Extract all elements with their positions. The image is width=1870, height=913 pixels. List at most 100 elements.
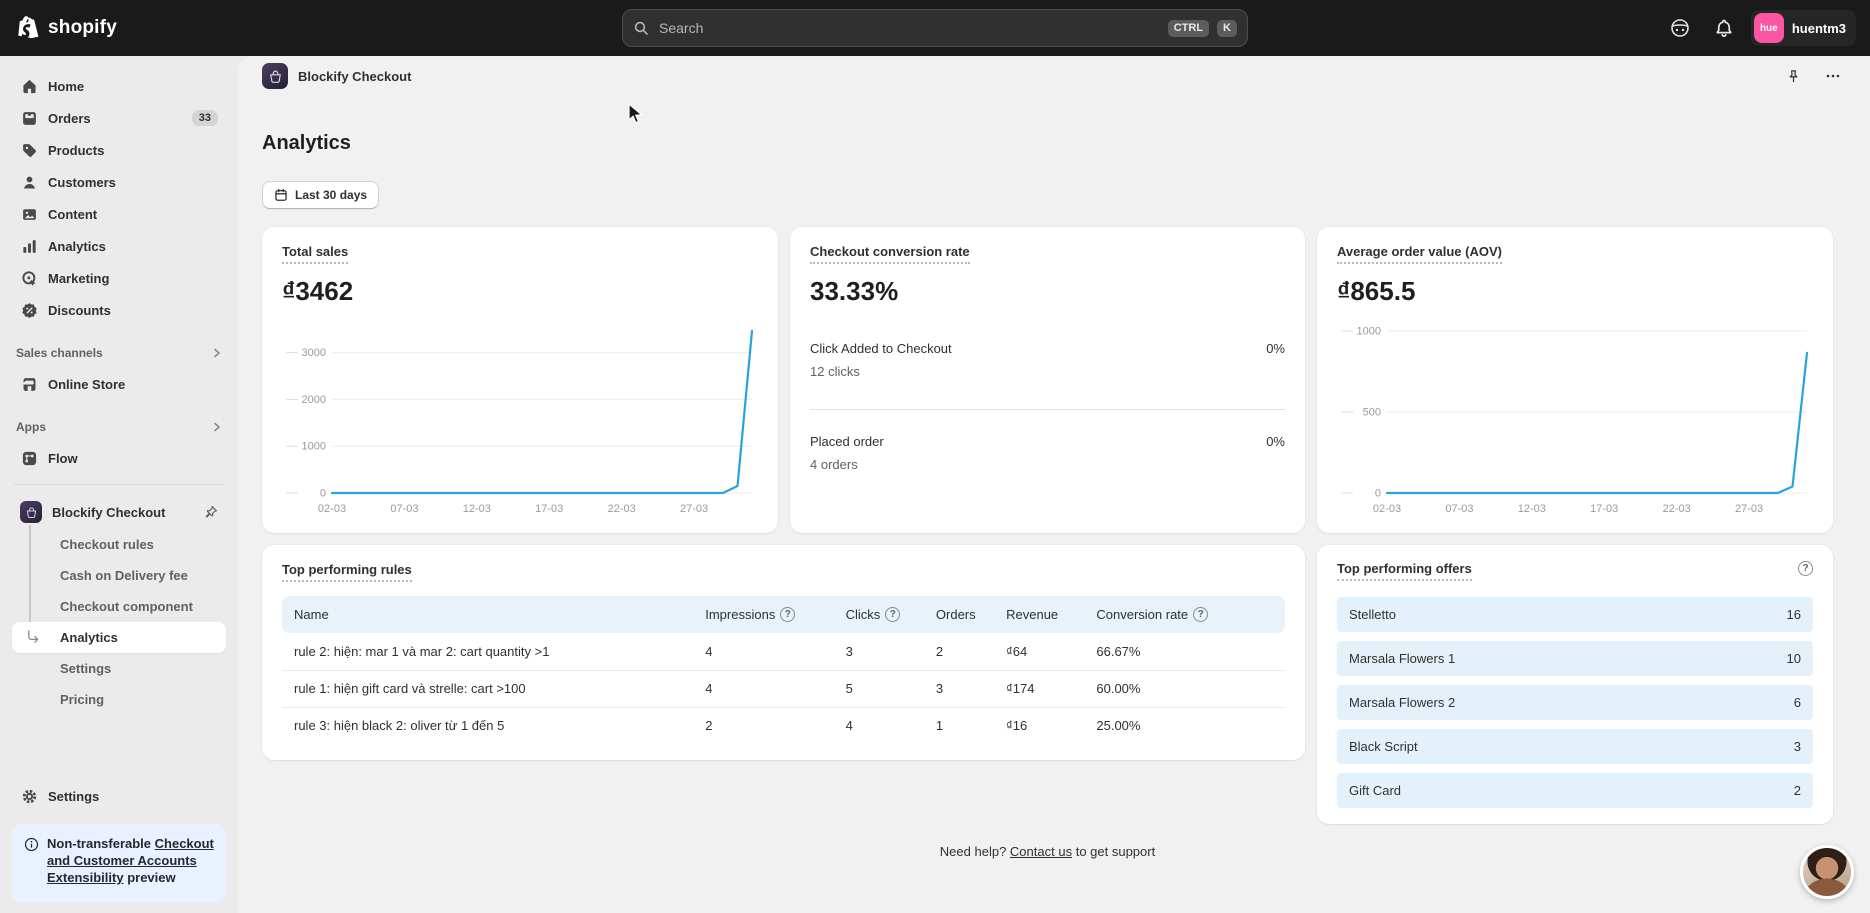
- list-item: Stelletto16: [1337, 597, 1813, 632]
- sidebar-item-orders[interactable]: Orders 33: [12, 102, 226, 134]
- conversion-rate-card: Checkout conversion rate 33.33% Click Ad…: [790, 227, 1305, 533]
- svg-text:0: 0: [1375, 488, 1381, 500]
- image-icon: [20, 205, 38, 223]
- sidebar-item-discounts[interactable]: Discounts: [12, 294, 226, 326]
- svg-text:02-03: 02-03: [1373, 503, 1401, 515]
- top-bar: shopify CTRL K: [0, 0, 1870, 56]
- sidebar-item-marketing[interactable]: Marketing: [12, 262, 226, 294]
- pin-icon[interactable]: [204, 505, 218, 519]
- aov-chart: 0500100002-0307-0312-0317-0322-0327-03: [1337, 321, 1813, 519]
- user-avatar-badge: hue: [1754, 13, 1784, 43]
- contact-us-link[interactable]: Contact us: [1010, 844, 1072, 859]
- sidebar-item-customers[interactable]: Customers: [12, 166, 226, 198]
- discount-badge-icon: [20, 301, 38, 319]
- conversion-rate-title: Checkout conversion rate: [810, 244, 970, 264]
- search-icon: [633, 20, 649, 36]
- tag-icon: [20, 141, 38, 159]
- offers-help-icon[interactable]: ?: [1798, 561, 1813, 576]
- target-icon: [20, 269, 38, 287]
- aov-value: ₫865.5: [1337, 276, 1813, 307]
- sidebar-item-checkout-component[interactable]: Checkout component: [12, 591, 226, 622]
- page-title: Analytics: [262, 132, 1833, 155]
- sidekick-icon: [1669, 17, 1691, 39]
- clicks-help-icon[interactable]: ?: [885, 607, 900, 622]
- search-input[interactable]: [657, 19, 1160, 37]
- sidebar-divider: [14, 484, 224, 485]
- step-percent: 0%: [1266, 341, 1285, 356]
- metrics-grid: Total sales ₫3462 010002000300002-0307-0…: [262, 227, 1833, 824]
- sidebar-item-app-pricing[interactable]: Pricing: [12, 684, 226, 715]
- bar-chart-icon: [20, 237, 38, 255]
- shopify-bag-icon: [18, 15, 42, 41]
- notice-text: Non-transferable: [47, 836, 155, 851]
- flow-icon: [20, 449, 38, 467]
- svg-text:500: 500: [1363, 407, 1381, 419]
- main-area: Blockify Checkout Analytics Last 30 days…: [238, 56, 1870, 913]
- conversion-help-icon[interactable]: ?: [1193, 607, 1208, 622]
- chevron-right-icon: [212, 422, 222, 432]
- sidebar-item-settings[interactable]: Settings: [12, 780, 226, 812]
- section-apps[interactable]: Apps: [12, 412, 226, 442]
- section-sales-channels[interactable]: Sales channels: [12, 338, 226, 368]
- funnel-step-placed-order: Placed order 0% 4 orders: [810, 409, 1285, 476]
- svg-text:07-03: 07-03: [1445, 503, 1473, 515]
- person-icon: [20, 173, 38, 191]
- app-title: Blockify Checkout: [298, 69, 1768, 84]
- aov-card: Average order value (AOV) ₫865.5 0500100…: [1317, 227, 1833, 533]
- svg-text:27-03: 27-03: [1735, 503, 1763, 515]
- orders-icon: [20, 109, 38, 127]
- sidebar-item-content[interactable]: Content: [12, 198, 226, 230]
- notice-suffix: preview: [124, 870, 176, 885]
- svg-text:17-03: 17-03: [535, 503, 563, 515]
- svg-text:0: 0: [320, 488, 326, 500]
- shopify-wordmark: shopify: [48, 17, 117, 39]
- sidebar-item-app-analytics[interactable]: Analytics: [12, 622, 226, 653]
- ellipsis-icon: [1825, 68, 1841, 84]
- svg-text:22-03: 22-03: [1663, 503, 1691, 515]
- date-range-button[interactable]: Last 30 days: [262, 181, 379, 209]
- shortcut-k-key: K: [1217, 20, 1237, 37]
- svg-text:22-03: 22-03: [608, 503, 636, 515]
- list-item: Marsala Flowers 110: [1337, 641, 1813, 676]
- sidebar-item-checkout-rules[interactable]: Checkout rules: [12, 529, 226, 560]
- elbow-arrow-icon: [26, 630, 41, 645]
- sidekick-button[interactable]: [1663, 11, 1697, 45]
- app-header: Blockify Checkout: [238, 56, 1870, 96]
- avatar[interactable]: [1800, 845, 1854, 899]
- shopify-logo[interactable]: shopify: [18, 15, 117, 41]
- user-menu[interactable]: hue huentm3: [1751, 10, 1856, 46]
- blockify-app-icon: [20, 501, 42, 523]
- orders-count-badge: 33: [192, 110, 218, 126]
- notifications-button[interactable]: [1707, 11, 1741, 45]
- sidebar-item-home[interactable]: Home: [12, 70, 226, 102]
- total-sales-value: ₫3462: [282, 276, 758, 307]
- sidebar-item-online-store[interactable]: Online Store: [12, 368, 226, 400]
- top-performing-rules-card: Top performing rules Name Impressions? C…: [262, 545, 1305, 760]
- top-performing-offers-card: Top performing offers ? Stelletto16 Mars…: [1317, 545, 1833, 824]
- list-item: Black Script3: [1337, 729, 1813, 764]
- svg-text:2000: 2000: [302, 394, 326, 406]
- sidebar-item-flow[interactable]: Flow: [12, 442, 226, 474]
- svg-text:3000: 3000: [302, 347, 326, 359]
- impressions-help-icon[interactable]: ?: [780, 607, 795, 622]
- extensibility-notice: Non-transferable Checkout and Customer A…: [12, 824, 226, 903]
- rules-table: Name Impressions? Clicks? Orders Revenue…: [282, 596, 1285, 744]
- global-search[interactable]: CTRL K: [622, 9, 1248, 47]
- sidebar-item-app-settings[interactable]: Settings: [12, 653, 226, 684]
- pin-icon: [1786, 69, 1801, 84]
- gear-icon: [20, 787, 38, 805]
- sidebar-item-analytics[interactable]: Analytics: [12, 230, 226, 262]
- svg-text:12-03: 12-03: [1518, 503, 1546, 515]
- table-row: rule 3: hiện black 2: oliver từ 1 đến 5 …: [282, 707, 1285, 744]
- sidebar-item-cash-on-delivery-fee[interactable]: Cash on Delivery fee: [12, 560, 226, 591]
- storefront-icon: [20, 375, 38, 393]
- pin-app-button[interactable]: [1778, 61, 1808, 91]
- rules-table-header: Name Impressions? Clicks? Orders Revenue…: [282, 596, 1285, 633]
- calendar-icon: [274, 188, 288, 202]
- svg-text:1000: 1000: [302, 441, 326, 453]
- sidebar-item-blockify-checkout[interactable]: Blockify Checkout: [12, 495, 226, 529]
- step-percent: 0%: [1266, 434, 1285, 449]
- sidebar-item-products[interactable]: Products: [12, 134, 226, 166]
- more-actions-button[interactable]: [1818, 61, 1848, 91]
- chevron-right-icon: [212, 348, 222, 358]
